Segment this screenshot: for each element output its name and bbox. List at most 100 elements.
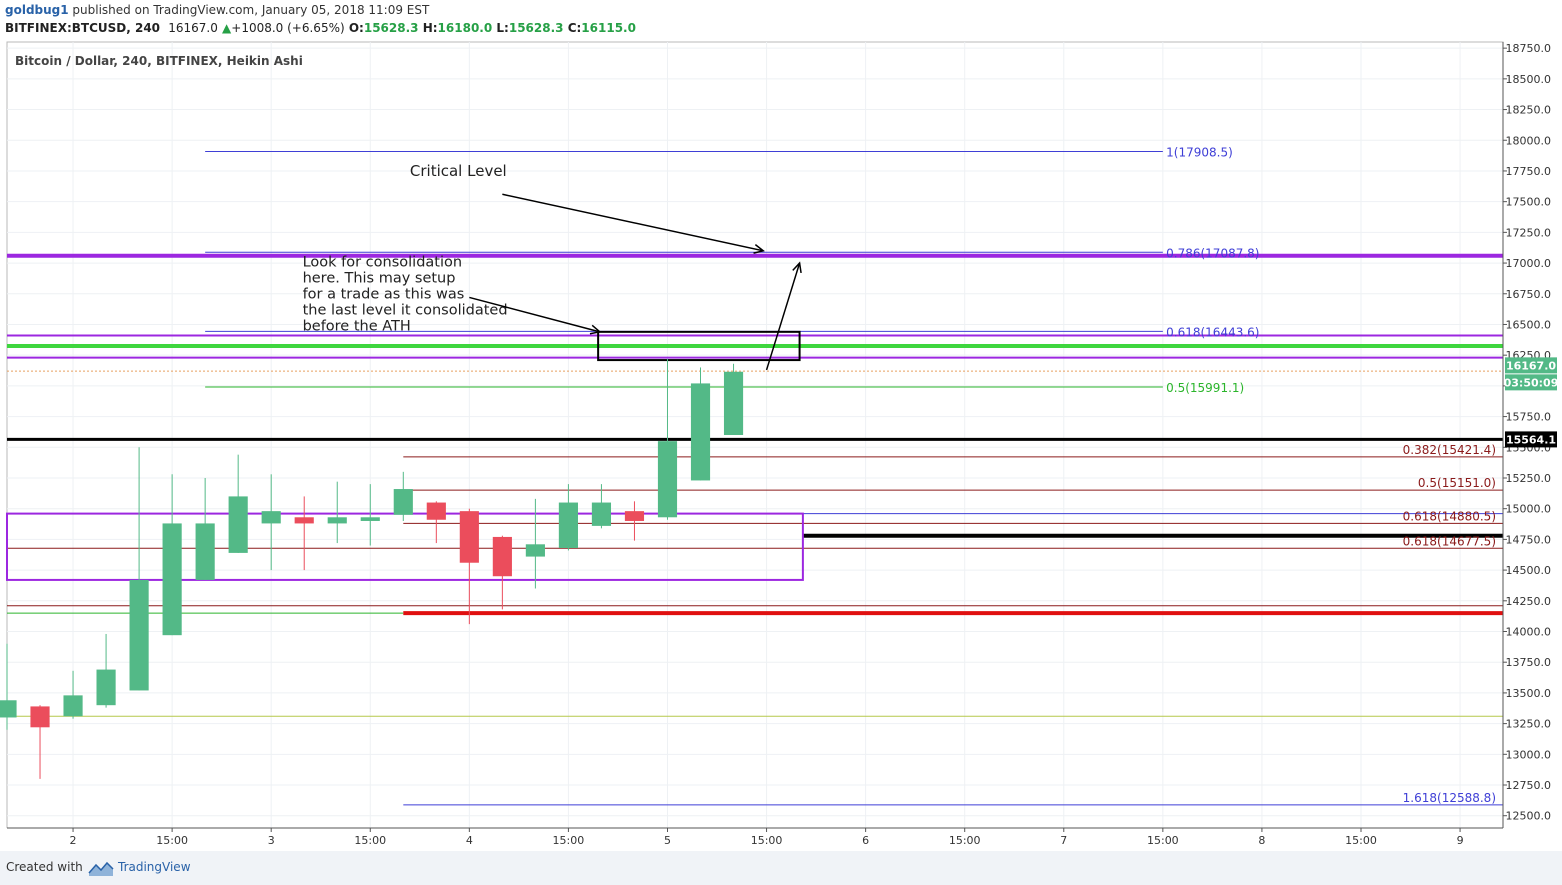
candle-body bbox=[30, 706, 50, 728]
price-tick-label: 17000.0 bbox=[1506, 257, 1552, 270]
candle-body bbox=[228, 496, 248, 553]
annotation-line: before the ATH bbox=[303, 319, 411, 335]
price-chart[interactable]: Bitcoin / Dollar, 240, BITFINEX, Heikin … bbox=[0, 0, 1562, 851]
countdown-label: 03:50:09 bbox=[1504, 376, 1559, 389]
annotation-text: Look for consolidation here. This may set… bbox=[303, 255, 508, 335]
tradingview-link[interactable]: TradingView bbox=[118, 860, 191, 874]
time-tick-label: 4 bbox=[466, 834, 473, 847]
time-tick-label: 15:00 bbox=[1345, 834, 1377, 847]
candle-body bbox=[426, 502, 446, 520]
created-with-label: Created with bbox=[6, 860, 83, 874]
time-tick-label: 15:00 bbox=[1147, 834, 1179, 847]
arrow-head bbox=[753, 244, 765, 254]
current-price-marker bbox=[1505, 357, 1557, 374]
time-tick-label: 2 bbox=[70, 834, 77, 847]
price-tick-label: 14500.0 bbox=[1506, 564, 1552, 577]
candle-body bbox=[657, 441, 678, 518]
low-label: L: bbox=[496, 21, 509, 35]
price-tick-label: 13750.0 bbox=[1506, 656, 1552, 669]
low-value: 15628.3 bbox=[508, 21, 564, 35]
candle-body bbox=[162, 523, 182, 636]
price-tick-label: 14000.0 bbox=[1506, 626, 1552, 639]
fib-level-label: 0.618(16443.6) bbox=[1166, 325, 1259, 339]
open-value: 15628.3 bbox=[363, 21, 419, 35]
price-tick-label: 18000.0 bbox=[1506, 134, 1552, 147]
candle-body bbox=[690, 383, 711, 481]
tradingview-logo-icon[interactable] bbox=[88, 859, 114, 877]
annotation-arrow bbox=[469, 296, 600, 333]
candle-body bbox=[0, 700, 17, 718]
annotation-line: for a trade as this was bbox=[303, 287, 465, 303]
published-text: published on TradingView.com, January 05… bbox=[68, 3, 430, 17]
price-tick-label: 18500.0 bbox=[1506, 73, 1552, 86]
price-tick-label: 13250.0 bbox=[1506, 718, 1552, 731]
annotation-line: here. This may setup bbox=[303, 271, 456, 287]
time-tick-label: 5 bbox=[664, 834, 671, 847]
fib-level-label: 0.382(15421.4) bbox=[1403, 443, 1496, 457]
annotation-arrow bbox=[502, 193, 764, 252]
time-tick-label: 15:00 bbox=[751, 834, 783, 847]
candle-body bbox=[459, 511, 479, 563]
annotation-line: the last level it consolidated bbox=[303, 303, 508, 319]
open-label: O: bbox=[348, 21, 364, 35]
time-tick-label: 15:00 bbox=[553, 834, 585, 847]
time-tick-label: 7 bbox=[1060, 834, 1067, 847]
footer-bar: Created with TradingView bbox=[0, 851, 1562, 885]
high-value: 16180.0 bbox=[437, 21, 493, 35]
time-tick-label: 6 bbox=[862, 834, 869, 847]
publish-info: goldbug1 published on TradingView.com, J… bbox=[5, 3, 429, 17]
candle-body bbox=[723, 371, 744, 435]
price-tick-label: 14250.0 bbox=[1506, 595, 1552, 608]
candle-body bbox=[624, 511, 645, 521]
candle-body bbox=[129, 579, 149, 691]
time-tick-label: 15:00 bbox=[949, 834, 981, 847]
close-label: C: bbox=[567, 21, 582, 35]
high-label: H: bbox=[422, 21, 438, 35]
fib-level-label: 0.618(14880.5) bbox=[1403, 509, 1496, 523]
change-value: +1008.0 (+6.65%) bbox=[231, 21, 345, 35]
price-tick-label: 17500.0 bbox=[1506, 196, 1552, 209]
time-tick-label: 3 bbox=[268, 834, 275, 847]
close-value: 16115.0 bbox=[581, 21, 636, 35]
annotation-line: Look for consolidation bbox=[303, 255, 463, 271]
candle-body bbox=[327, 517, 347, 524]
symbol-label: BITFINEX:BTCUSD, 240 bbox=[5, 21, 161, 35]
fib-level-label: 0.5(15151.0) bbox=[1418, 476, 1496, 490]
candle-body bbox=[525, 544, 545, 557]
arrow-head bbox=[792, 261, 802, 274]
candle-body bbox=[96, 669, 116, 706]
time-tick-label: 9 bbox=[1457, 834, 1464, 847]
level-price-label: 15564.1 bbox=[1506, 433, 1556, 446]
candle-body bbox=[558, 502, 578, 548]
countdown-marker bbox=[1505, 374, 1557, 391]
time-axis bbox=[0, 828, 1562, 851]
candle-body bbox=[492, 536, 512, 577]
candle-body bbox=[360, 517, 380, 521]
price-tick-label: 12500.0 bbox=[1506, 810, 1552, 823]
price-tick-label: 12750.0 bbox=[1506, 779, 1552, 792]
price-tick-label: 13500.0 bbox=[1506, 687, 1552, 700]
candle-body bbox=[63, 695, 83, 717]
fib-level-label: 0.786(17087.8) bbox=[1166, 246, 1259, 260]
price-tick-label: 15750.0 bbox=[1506, 411, 1552, 424]
chart-title: Bitcoin / Dollar, 240, BITFINEX, Heikin … bbox=[15, 54, 303, 68]
price-tick-label: 16500.0 bbox=[1506, 318, 1552, 331]
price-tick-label: 15000.0 bbox=[1506, 503, 1552, 516]
fib-level-label: 0.5(15991.1) bbox=[1166, 381, 1244, 395]
fib-level-label: 0.618(14677.5) bbox=[1403, 534, 1496, 548]
price-tick-label: 17750.0 bbox=[1506, 165, 1552, 178]
current-price-label: 16167.0 bbox=[1506, 359, 1556, 372]
drawn-rectangle bbox=[597, 330, 801, 362]
arrow-head bbox=[589, 324, 602, 335]
time-tick-label: 8 bbox=[1258, 834, 1265, 847]
last-price: 16167.0 bbox=[168, 21, 218, 35]
plot-area bbox=[6, 41, 1504, 829]
price-tick-label: 16750.0 bbox=[1506, 288, 1552, 301]
candle-body bbox=[393, 489, 413, 515]
time-tick-label: 15:00 bbox=[354, 834, 386, 847]
ohlc-bar: BITFINEX:BTCUSD, 240 16167.0 ▲+1008.0 (+… bbox=[5, 21, 636, 35]
up-triangle-icon: ▲ bbox=[222, 21, 232, 35]
fib-level-label: 1.618(12588.8) bbox=[1403, 791, 1496, 805]
candle-body bbox=[591, 502, 612, 526]
author-name[interactable]: goldbug1 bbox=[5, 3, 69, 17]
